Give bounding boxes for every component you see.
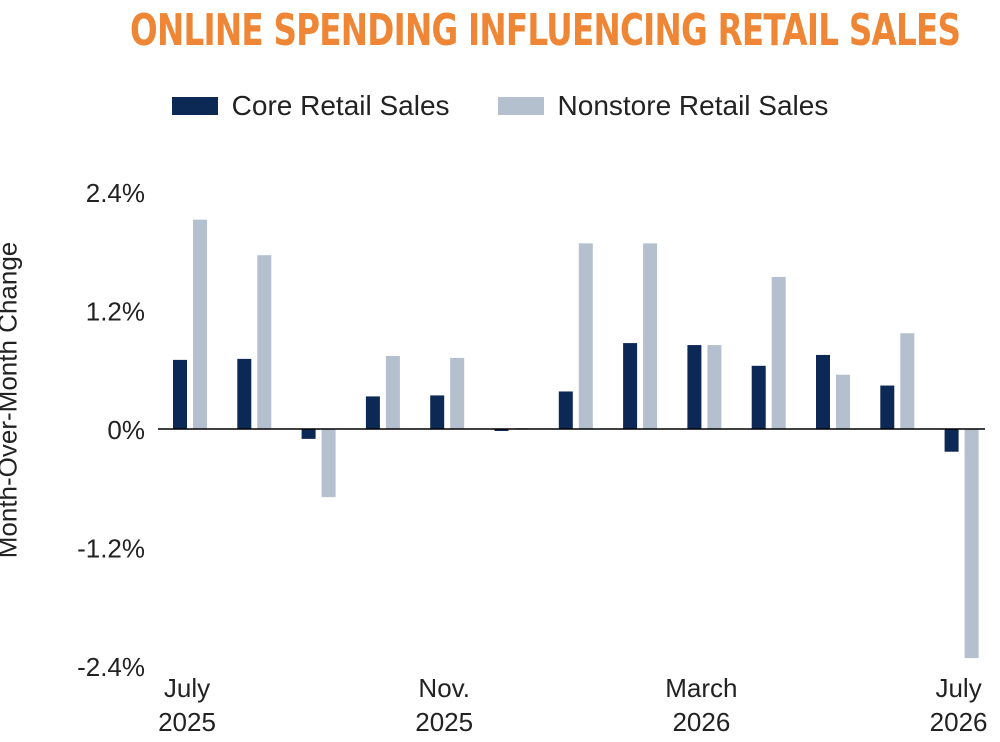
bar-nonstore	[707, 345, 722, 429]
bar-core	[301, 429, 316, 439]
bar-core	[430, 395, 445, 429]
bar-nonstore	[836, 374, 850, 429]
bar-core	[687, 345, 702, 429]
bar-core	[880, 385, 895, 429]
legend-swatch-nonstore	[497, 97, 544, 115]
bar-core	[173, 359, 187, 429]
legend-label-core: Core Retail Sales	[231, 90, 450, 121]
bar-nonstore	[964, 429, 979, 659]
bar-nonstore	[385, 355, 400, 429]
bar-core	[944, 429, 959, 452]
bar-nonstore	[578, 243, 593, 429]
bar-nonstore	[257, 255, 272, 429]
x-tick-label: March	[665, 673, 737, 703]
y-tick-label: 1.2%	[86, 297, 145, 327]
y-tick-label: -1.2%	[77, 534, 145, 564]
x-tick-label: July	[935, 673, 981, 703]
legend-item-core: Core Retail Sales	[171, 90, 450, 122]
y-tick-label: -2.4%	[77, 652, 145, 682]
bar-core	[494, 429, 509, 431]
legend: Core Retail Sales Nonstore Retail Sales	[0, 86, 1000, 126]
x-tick-label: 2025	[415, 707, 473, 737]
bar-core	[237, 358, 252, 429]
chart-title: ONLINE SPENDING INFLUENCING RETAIL SALES	[130, 5, 961, 56]
y-tick-label: 2.4%	[86, 178, 145, 208]
bar-nonstore	[321, 429, 336, 498]
bar-nonstore	[771, 276, 786, 429]
x-tick-label: July	[164, 673, 210, 703]
bar-core	[816, 354, 830, 429]
legend-label-nonstore: Nonstore Retail Sales	[557, 90, 829, 121]
bar-nonstore	[900, 333, 915, 429]
x-tick-label: Nov.	[418, 673, 470, 703]
x-tick-label: 2026	[930, 707, 988, 737]
bar-nonstore	[193, 219, 207, 429]
bar-nonstore	[450, 357, 465, 429]
bar-core	[558, 391, 573, 429]
legend-item-nonstore: Nonstore Retail Sales	[497, 90, 829, 122]
x-tick-label: 2025	[158, 707, 216, 737]
bar-core	[365, 396, 380, 429]
bar-core	[751, 365, 766, 429]
bar-nonstore	[643, 243, 658, 429]
legend-swatch-core	[171, 97, 218, 115]
x-tick-label: 2026	[672, 707, 730, 737]
bar-core	[623, 343, 638, 429]
y-tick-label: 0%	[107, 415, 145, 445]
